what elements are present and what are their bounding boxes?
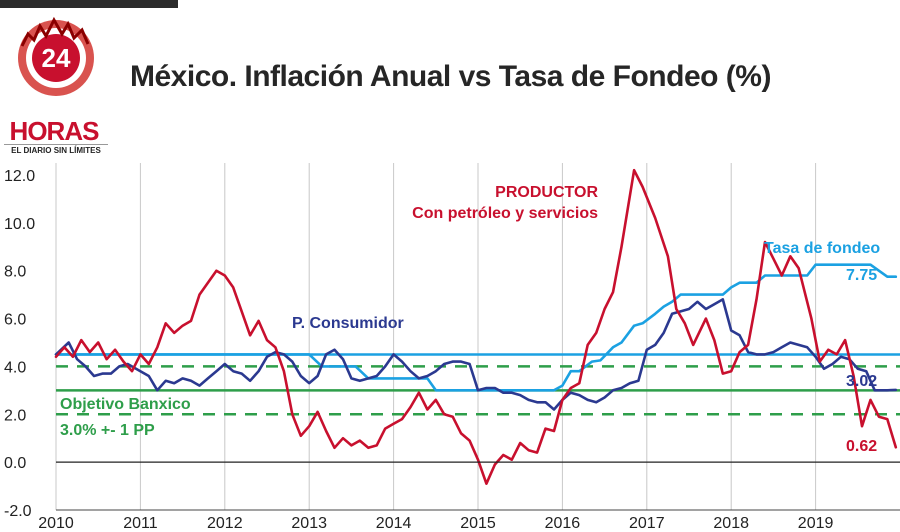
x-tick-2015: 2015 [460,515,496,532]
x-tick-2012: 2012 [207,515,243,532]
y-tick-4.0: 4.0 [4,359,26,376]
y-tick--2.0: -2.0 [4,503,32,520]
end-label-productor: 0.62 [846,438,877,455]
y-tick-10.0: 10.0 [4,216,35,233]
chart-title: México. Inflación Anual vs Tasa de Fonde… [130,60,771,93]
logo-name: HORAS [9,116,100,146]
annotation-consumidor: P. Consumidor [292,315,404,332]
x-tick-2018: 2018 [713,515,749,532]
x-tick-2013: 2013 [291,515,327,532]
x-tick-2019: 2019 [798,515,834,532]
x-tick-2010: 2010 [38,515,74,532]
y-tick-8.0: 8.0 [4,264,26,281]
chart-axes [56,461,900,511]
x-tick-2011: 2011 [123,515,158,532]
y-tick-0.0: 0.0 [4,455,26,472]
end-label-fondeo: 7.75 [846,267,877,284]
annotation-productor-sub: Con petróleo y servicios [412,205,598,222]
chart-grid [55,163,817,510]
tick-labels: 2010 2011 2012 2013 2014 2015 2016 2017 2018 2019… [4,168,833,532]
x-tick-2016: 2016 [545,515,581,532]
x-tick-2017: 2017 [629,515,665,532]
series-line-p-consumidor [54,298,898,411]
y-tick-12.0: 12.0 [4,168,35,185]
logo-emblem-icon: 24 [18,16,94,96]
annotation-objetivo: Objetivo Banxico [60,396,191,413]
y-tick-2.0: 2.0 [4,407,26,424]
series-lines [54,168,898,485]
series-line-productor [54,168,898,485]
y-tick-6.0: 6.0 [4,312,26,329]
top-bar [0,0,178,8]
logo-number: 24 [42,43,71,73]
annotation-objetivo-sub: 3.0% +- 1 PP [60,422,155,439]
logo: 24 HORAS EL DIARIO SIN LÍMITES [4,16,108,158]
end-label-consumidor: 3.02 [846,373,877,390]
annotations: PRODUCTOR Con petróleo y servicios P. Co… [60,184,880,455]
annotation-productor: PRODUCTOR [495,184,598,201]
x-tick-2014: 2014 [376,515,412,532]
annotation-fondeo: Tasa de fondeo [764,240,880,257]
logo-tagline: EL DIARIO SIN LÍMITES [4,144,108,155]
